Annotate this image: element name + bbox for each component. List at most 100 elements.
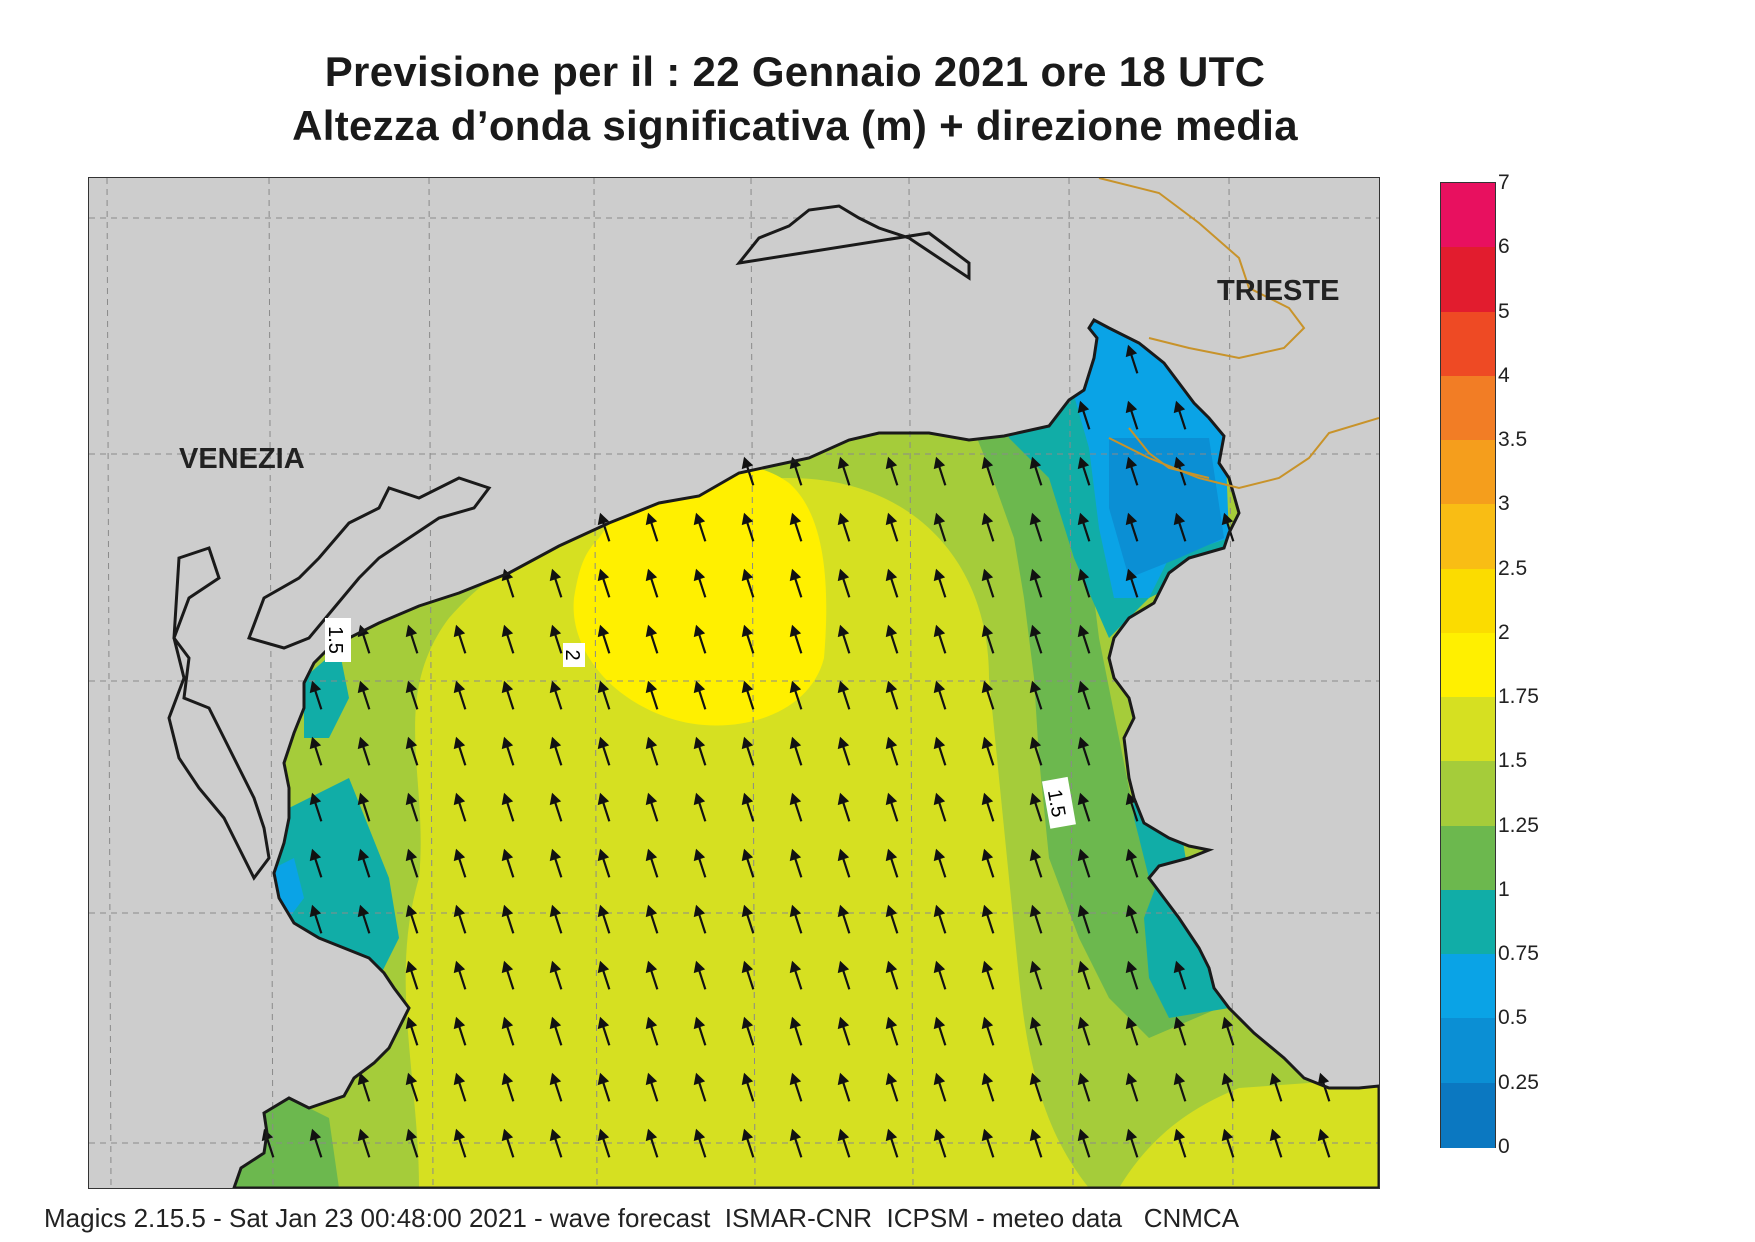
direction-arrow — [741, 512, 755, 542]
direction-arrow — [933, 792, 947, 822]
direction-arrow — [501, 848, 515, 878]
direction-arrow — [453, 792, 467, 822]
direction-arrow — [549, 568, 563, 598]
direction-arrow — [549, 624, 563, 654]
direction-arrow — [549, 792, 563, 822]
direction-arrow — [885, 792, 899, 822]
direction-arrow — [885, 1128, 899, 1158]
contour-label-3: 1.5 — [1042, 776, 1076, 829]
colorbar-swatch — [1441, 311, 1495, 377]
direction-arrow — [1125, 568, 1139, 598]
direction-arrow — [1029, 456, 1043, 486]
direction-arrow — [885, 568, 899, 598]
direction-arrow — [693, 568, 707, 598]
direction-arrow — [405, 1072, 419, 1102]
direction-arrow — [549, 736, 563, 766]
direction-arrow — [597, 1072, 611, 1102]
direction-arrow — [309, 792, 323, 822]
direction-arrow — [1125, 1016, 1139, 1046]
direction-arrow — [1029, 960, 1043, 990]
direction-arrow — [1029, 1016, 1043, 1046]
colorbar-swatch — [1441, 247, 1495, 313]
direction-arrow — [789, 904, 803, 934]
direction-arrow — [405, 848, 419, 878]
po-delta-coast — [167, 546, 271, 881]
colorbar-swatch — [1441, 632, 1495, 699]
direction-arrow — [1077, 1128, 1091, 1158]
direction-arrow — [885, 1072, 899, 1102]
direction-arrow — [741, 792, 755, 822]
direction-arrow — [789, 1128, 803, 1158]
direction-arrow — [597, 1128, 611, 1158]
direction-arrow — [1077, 1072, 1091, 1102]
direction-arrow — [1077, 568, 1091, 598]
direction-arrow — [693, 1128, 707, 1158]
direction-arrow — [597, 680, 611, 710]
direction-arrow — [597, 792, 611, 822]
direction-arrow — [1077, 456, 1091, 486]
direction-arrow — [645, 960, 659, 990]
direction-arrow — [981, 568, 995, 598]
direction-arrow — [645, 848, 659, 878]
direction-arrow — [789, 568, 803, 598]
direction-arrow — [1173, 400, 1187, 430]
direction-arrow — [549, 960, 563, 990]
direction-arrow — [549, 680, 563, 710]
colorbar — [1440, 182, 1496, 1148]
national-border — [1098, 177, 1380, 490]
direction-arrow — [741, 1128, 755, 1158]
direction-arrow — [1077, 904, 1091, 934]
direction-arrow — [1029, 680, 1043, 710]
direction-arrow — [789, 512, 803, 542]
direction-arrow — [1029, 568, 1043, 598]
direction-arrow — [1125, 1072, 1139, 1102]
direction-arrow — [453, 624, 467, 654]
direction-arrow — [837, 568, 851, 598]
direction-arrow — [933, 1128, 947, 1158]
direction-arrow — [837, 848, 851, 878]
direction-arrow — [837, 792, 851, 822]
direction-arrow — [837, 456, 851, 486]
direction-arrow — [693, 848, 707, 878]
direction-arrow — [933, 1016, 947, 1046]
direction-arrow — [645, 624, 659, 654]
direction-arrow — [645, 1128, 659, 1158]
colorbar-tick-label: 2 — [1498, 620, 1510, 644]
colorbar-swatch — [1441, 697, 1495, 763]
direction-arrow — [453, 960, 467, 990]
direction-arrow — [741, 624, 755, 654]
colorbar-tick-label: 0.25 — [1498, 1070, 1539, 1094]
colorbar-tick-label: 4 — [1498, 363, 1510, 387]
direction-arrow — [693, 736, 707, 766]
direction-arrow — [405, 1128, 419, 1158]
direction-arrow — [1221, 1072, 1235, 1102]
direction-arrow — [309, 736, 323, 766]
direction-arrow — [837, 1072, 851, 1102]
direction-arrow — [1029, 1128, 1043, 1158]
direction-arrow — [1317, 1128, 1331, 1158]
direction-arrow — [309, 904, 323, 934]
direction-arrow — [357, 1128, 371, 1158]
direction-arrow — [981, 736, 995, 766]
venice-lagoon — [247, 476, 492, 650]
direction-arrow — [981, 1128, 995, 1158]
direction-arrow — [741, 568, 755, 598]
direction-arrow — [837, 512, 851, 542]
direction-arrow — [693, 1072, 707, 1102]
direction-arrow — [789, 736, 803, 766]
direction-arrow — [501, 960, 515, 990]
direction-arrow — [1125, 904, 1139, 934]
direction-arrow — [1125, 400, 1139, 430]
direction-arrow — [693, 960, 707, 990]
direction-arrow — [453, 680, 467, 710]
direction-arrow — [933, 1072, 947, 1102]
direction-arrow — [885, 1016, 899, 1046]
direction-arrow — [1029, 848, 1043, 878]
colorbar-swatch — [1441, 889, 1495, 956]
direction-arrow — [1077, 400, 1091, 430]
direction-arrow — [549, 1016, 563, 1046]
direction-arrow — [453, 848, 467, 878]
direction-arrow — [1125, 512, 1139, 542]
colorbar-swatch — [1441, 183, 1495, 249]
direction-arrow — [309, 848, 323, 878]
